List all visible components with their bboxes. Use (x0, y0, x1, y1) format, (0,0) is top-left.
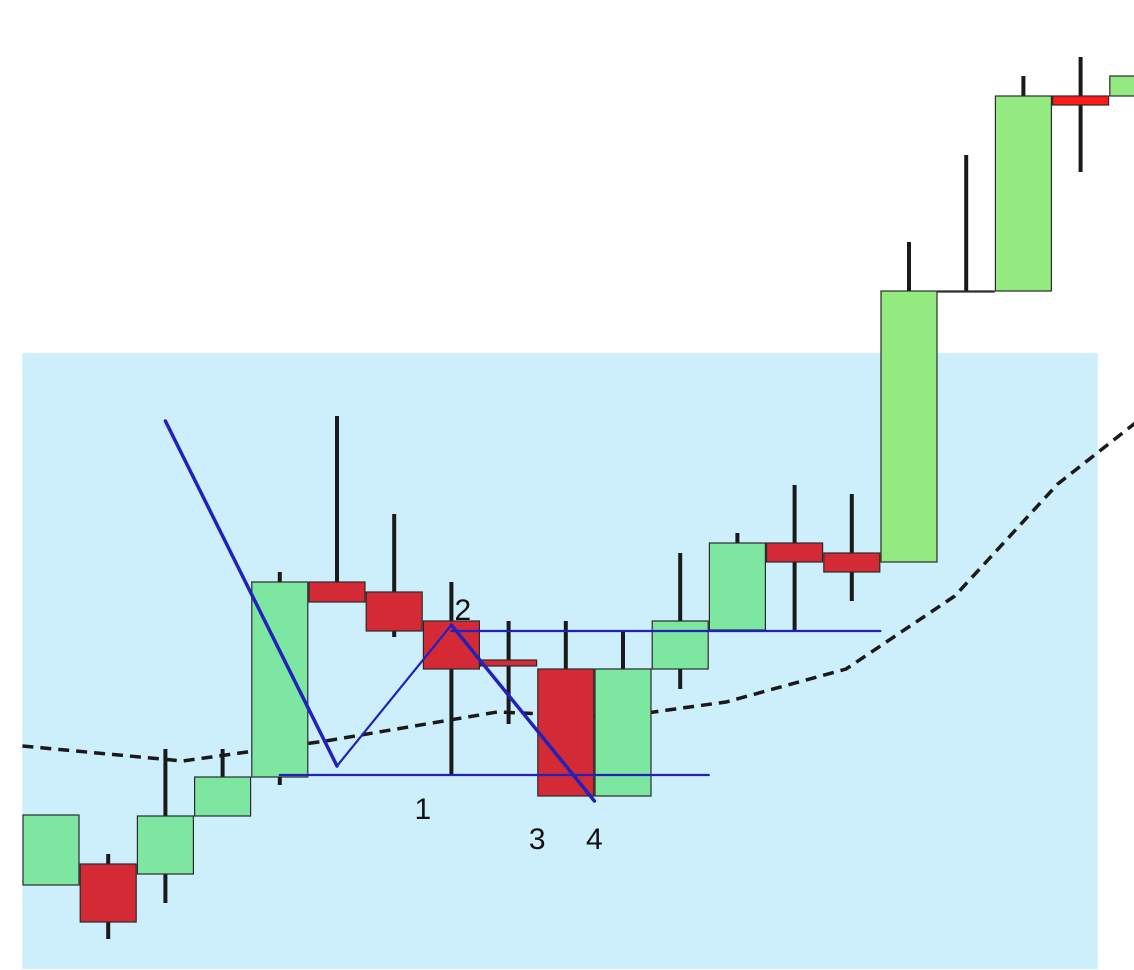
candle (765, 485, 824, 630)
candle (365, 514, 423, 637)
point-label: 1 (414, 793, 431, 826)
point-label: 4 (586, 823, 603, 856)
candle (1051, 57, 1110, 172)
candle (880, 242, 938, 563)
candle (308, 416, 366, 603)
candle (194, 749, 252, 817)
candle-body (708, 542, 767, 631)
candle-body (765, 542, 824, 563)
moving-average-layer (22, 421, 1134, 763)
candle-body (194, 776, 252, 817)
candle (136, 749, 194, 903)
annotations-layer: 1 2 3 4 (414, 594, 602, 856)
candle-body (480, 659, 538, 667)
candle (22, 814, 80, 886)
candle-body (136, 815, 194, 875)
moving-average-line (22, 421, 1134, 763)
candle (651, 553, 709, 689)
candle-body (365, 591, 423, 632)
trendline (163, 419, 339, 768)
trendlines-layer (163, 419, 882, 803)
candle-body (79, 863, 137, 923)
candle-body (1109, 75, 1134, 97)
candle (1109, 75, 1134, 97)
trendline (335, 623, 453, 768)
candle (79, 854, 137, 939)
candle (994, 76, 1053, 292)
candle-body (880, 290, 938, 563)
candle-body (937, 290, 995, 293)
candle-body (308, 581, 366, 603)
candle (251, 572, 309, 785)
point-label: 2 (454, 594, 471, 627)
candle-body (994, 95, 1053, 292)
candle-body (651, 620, 709, 670)
candle-body (422, 620, 480, 670)
candles-layer (22, 57, 1134, 939)
candle-body (537, 668, 595, 797)
candle-body (594, 668, 652, 797)
trendline (449, 623, 597, 803)
point-label: 3 (529, 823, 546, 856)
candle (422, 582, 480, 775)
candle (708, 533, 767, 631)
candle (937, 155, 995, 293)
candle-body (823, 552, 881, 573)
candle-body (1051, 95, 1110, 106)
candle-body (22, 814, 80, 886)
candle (823, 494, 881, 601)
